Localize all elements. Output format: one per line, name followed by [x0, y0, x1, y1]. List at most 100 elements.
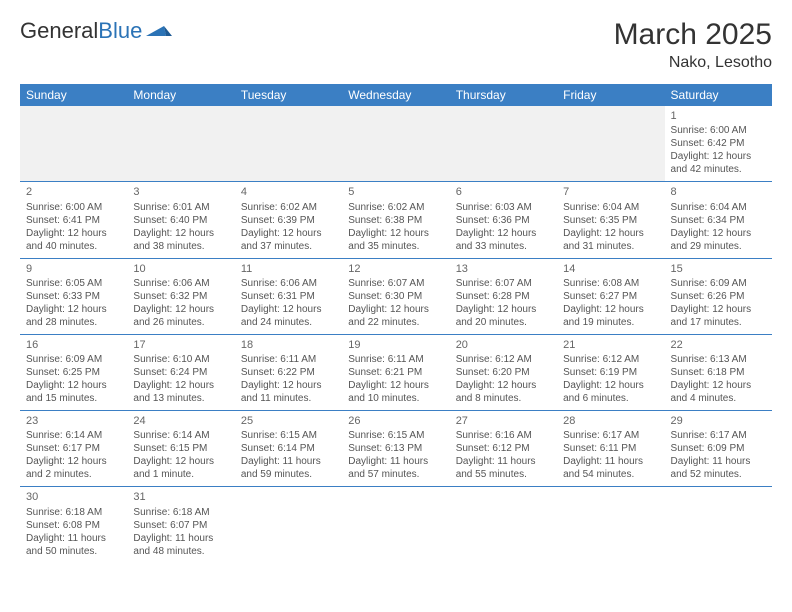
logo-text-general: General [20, 18, 98, 44]
daylight-text: and 22 minutes. [348, 316, 443, 329]
calendar-cell [127, 106, 234, 182]
day-number: 23 [26, 414, 121, 428]
daylight-text: Daylight: 12 hours [26, 455, 121, 468]
day-number: 15 [671, 262, 766, 276]
sunset-text: Sunset: 6:40 PM [133, 214, 228, 227]
daylight-text: Daylight: 12 hours [133, 303, 228, 316]
daylight-text: and 57 minutes. [348, 468, 443, 481]
sunset-text: Sunset: 6:34 PM [671, 214, 766, 227]
day-number: 25 [241, 414, 336, 428]
calendar-cell: 20Sunrise: 6:12 AMSunset: 6:20 PMDayligh… [450, 334, 557, 410]
sunrise-text: Sunrise: 6:06 AM [133, 277, 228, 290]
sunset-text: Sunset: 6:36 PM [456, 214, 551, 227]
calendar-cell: 29Sunrise: 6:17 AMSunset: 6:09 PMDayligh… [665, 411, 772, 487]
sunrise-text: Sunrise: 6:08 AM [563, 277, 658, 290]
sunset-text: Sunset: 6:27 PM [563, 290, 658, 303]
day-number: 28 [563, 414, 658, 428]
calendar-cell [20, 106, 127, 182]
daylight-text: Daylight: 11 hours [456, 455, 551, 468]
calendar-cell: 17Sunrise: 6:10 AMSunset: 6:24 PMDayligh… [127, 334, 234, 410]
sunrise-text: Sunrise: 6:17 AM [563, 429, 658, 442]
daylight-text: and 2 minutes. [26, 468, 121, 481]
daylight-text: and 11 minutes. [241, 392, 336, 405]
calendar-cell: 7Sunrise: 6:04 AMSunset: 6:35 PMDaylight… [557, 182, 664, 258]
calendar-cell: 10Sunrise: 6:06 AMSunset: 6:32 PMDayligh… [127, 258, 234, 334]
daylight-text: and 24 minutes. [241, 316, 336, 329]
day-number: 9 [26, 262, 121, 276]
calendar-row: 9Sunrise: 6:05 AMSunset: 6:33 PMDaylight… [20, 258, 772, 334]
calendar-cell: 16Sunrise: 6:09 AMSunset: 6:25 PMDayligh… [20, 334, 127, 410]
daylight-text: Daylight: 11 hours [563, 455, 658, 468]
calendar-cell: 15Sunrise: 6:09 AMSunset: 6:26 PMDayligh… [665, 258, 772, 334]
day-number: 5 [348, 185, 443, 199]
sunset-text: Sunset: 6:08 PM [26, 519, 121, 532]
calendar-cell: 2Sunrise: 6:00 AMSunset: 6:41 PMDaylight… [20, 182, 127, 258]
calendar-cell: 12Sunrise: 6:07 AMSunset: 6:30 PMDayligh… [342, 258, 449, 334]
sunset-text: Sunset: 6:11 PM [563, 442, 658, 455]
sunset-text: Sunset: 6:15 PM [133, 442, 228, 455]
daylight-text: Daylight: 12 hours [348, 379, 443, 392]
daylight-text: and 42 minutes. [671, 163, 766, 176]
calendar-cell: 22Sunrise: 6:13 AMSunset: 6:18 PMDayligh… [665, 334, 772, 410]
sunset-text: Sunset: 6:21 PM [348, 366, 443, 379]
daylight-text: Daylight: 12 hours [563, 227, 658, 240]
calendar-row: 23Sunrise: 6:14 AMSunset: 6:17 PMDayligh… [20, 411, 772, 487]
day-number: 3 [133, 185, 228, 199]
day-number: 6 [456, 185, 551, 199]
sunrise-text: Sunrise: 6:04 AM [563, 201, 658, 214]
day-number: 16 [26, 338, 121, 352]
calendar-cell: 6Sunrise: 6:03 AMSunset: 6:36 PMDaylight… [450, 182, 557, 258]
sunrise-text: Sunrise: 6:04 AM [671, 201, 766, 214]
sunset-text: Sunset: 6:25 PM [26, 366, 121, 379]
calendar-cell: 9Sunrise: 6:05 AMSunset: 6:33 PMDaylight… [20, 258, 127, 334]
day-number: 19 [348, 338, 443, 352]
daylight-text: and 4 minutes. [671, 392, 766, 405]
day-number: 10 [133, 262, 228, 276]
daylight-text: and 54 minutes. [563, 468, 658, 481]
daylight-text: Daylight: 12 hours [241, 303, 336, 316]
calendar-cell: 18Sunrise: 6:11 AMSunset: 6:22 PMDayligh… [235, 334, 342, 410]
sunset-text: Sunset: 6:30 PM [348, 290, 443, 303]
calendar-cell: 19Sunrise: 6:11 AMSunset: 6:21 PMDayligh… [342, 334, 449, 410]
sunrise-text: Sunrise: 6:07 AM [456, 277, 551, 290]
daylight-text: and 40 minutes. [26, 240, 121, 253]
sunset-text: Sunset: 6:41 PM [26, 214, 121, 227]
day-number: 31 [133, 490, 228, 504]
dayname-thu: Thursday [450, 84, 557, 106]
day-number: 2 [26, 185, 121, 199]
calendar-cell: 24Sunrise: 6:14 AMSunset: 6:15 PMDayligh… [127, 411, 234, 487]
calendar-cell: 13Sunrise: 6:07 AMSunset: 6:28 PMDayligh… [450, 258, 557, 334]
daylight-text: Daylight: 12 hours [348, 303, 443, 316]
sunset-text: Sunset: 6:22 PM [241, 366, 336, 379]
sunrise-text: Sunrise: 6:11 AM [348, 353, 443, 366]
daylight-text: Daylight: 12 hours [671, 303, 766, 316]
calendar-cell [450, 106, 557, 182]
daylight-text: and 19 minutes. [563, 316, 658, 329]
flag-icon [146, 22, 174, 40]
daylight-text: and 28 minutes. [26, 316, 121, 329]
title-block: March 2025 Nako, Lesotho [614, 18, 772, 72]
calendar-cell: 3Sunrise: 6:01 AMSunset: 6:40 PMDaylight… [127, 182, 234, 258]
daylight-text: and 37 minutes. [241, 240, 336, 253]
daylight-text: and 55 minutes. [456, 468, 551, 481]
day-number: 11 [241, 262, 336, 276]
calendar-cell: 30Sunrise: 6:18 AMSunset: 6:08 PMDayligh… [20, 487, 127, 563]
calendar-cell: 27Sunrise: 6:16 AMSunset: 6:12 PMDayligh… [450, 411, 557, 487]
calendar-cell: 25Sunrise: 6:15 AMSunset: 6:14 PMDayligh… [235, 411, 342, 487]
daylight-text: Daylight: 12 hours [26, 303, 121, 316]
sunset-text: Sunset: 6:19 PM [563, 366, 658, 379]
daylight-text: and 48 minutes. [133, 545, 228, 558]
sunrise-text: Sunrise: 6:03 AM [456, 201, 551, 214]
daylight-text: Daylight: 12 hours [133, 227, 228, 240]
sunrise-text: Sunrise: 6:07 AM [348, 277, 443, 290]
daylight-text: Daylight: 12 hours [563, 303, 658, 316]
day-number: 7 [563, 185, 658, 199]
calendar-cell: 31Sunrise: 6:18 AMSunset: 6:07 PMDayligh… [127, 487, 234, 563]
sunrise-text: Sunrise: 6:09 AM [26, 353, 121, 366]
sunset-text: Sunset: 6:24 PM [133, 366, 228, 379]
day-number: 4 [241, 185, 336, 199]
sunrise-text: Sunrise: 6:14 AM [26, 429, 121, 442]
daylight-text: Daylight: 12 hours [26, 379, 121, 392]
sunrise-text: Sunrise: 6:18 AM [26, 506, 121, 519]
day-number: 20 [456, 338, 551, 352]
